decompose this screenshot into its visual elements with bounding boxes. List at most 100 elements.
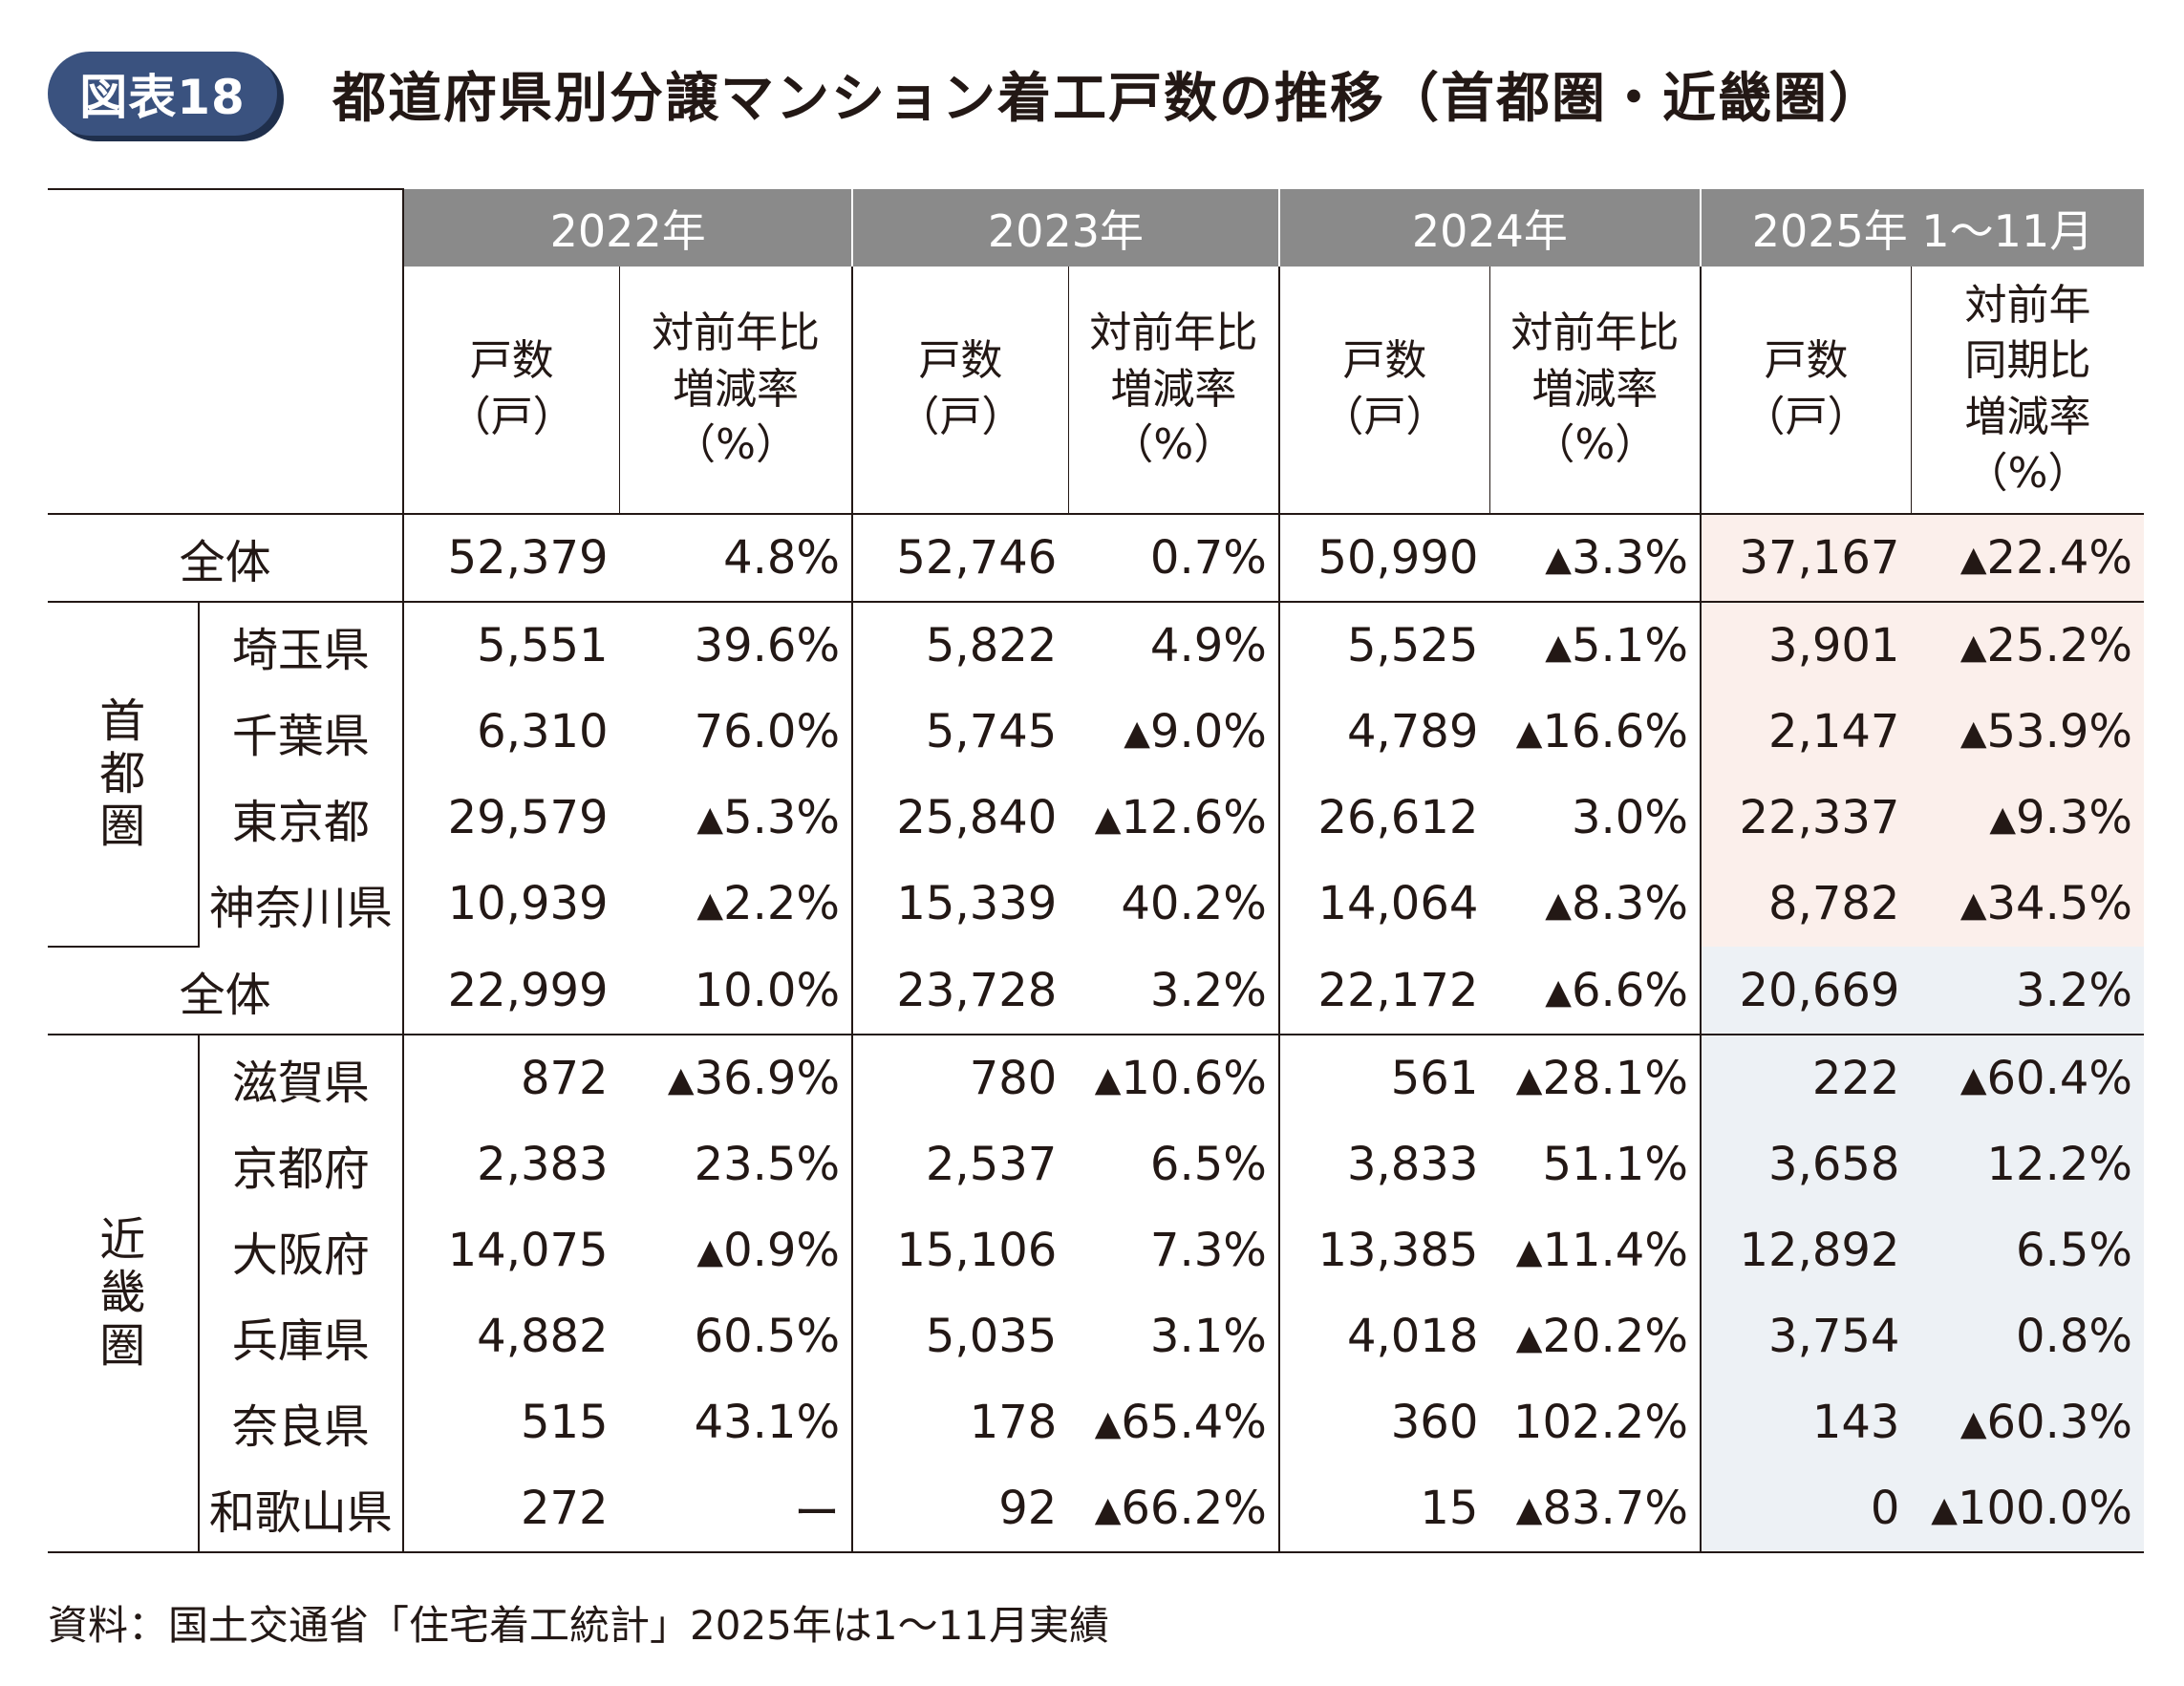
negative-triangle-icon: ▲ bbox=[696, 886, 724, 925]
count-header: 戸数 （戸） bbox=[402, 267, 620, 515]
unit-count: 22,337 bbox=[1699, 775, 1912, 861]
rate-value: 4.9% bbox=[1149, 619, 1267, 672]
negative-triangle-icon: ▲ bbox=[1515, 1060, 1543, 1099]
change-rate: ▲5.3% bbox=[620, 775, 852, 861]
rate-value: 3.0% bbox=[1571, 791, 1688, 844]
unit-count: 4,789 bbox=[1277, 689, 1490, 775]
rate-value: 5.1% bbox=[1571, 619, 1688, 672]
year-header: 2024年 bbox=[1277, 189, 1701, 267]
rate-value: 60.3% bbox=[1986, 1396, 2132, 1449]
rate-value: 20.2% bbox=[1542, 1310, 1688, 1363]
negative-triangle-icon: ▲ bbox=[1959, 540, 1987, 579]
rate-value: 25.2% bbox=[1986, 619, 2132, 672]
unit-count: 4,882 bbox=[402, 1293, 620, 1379]
change-rate: ▲100.0% bbox=[1911, 1465, 2144, 1553]
rate-value: 3.3% bbox=[1571, 531, 1688, 585]
data-table: 2022年 2023年 2024年 2025年 1～11月 戸数 （戸） 対前年比… bbox=[48, 188, 2144, 1553]
unit-count: 272 bbox=[402, 1465, 620, 1553]
rate-value: 83.7% bbox=[1542, 1482, 1688, 1535]
rate-value: 0.9% bbox=[723, 1224, 841, 1277]
change-rate: 102.2% bbox=[1489, 1379, 1701, 1465]
unit-count: 50,990 bbox=[1277, 514, 1490, 603]
negative-triangle-icon: ▲ bbox=[1094, 1490, 1122, 1529]
change-rate: 6.5% bbox=[1911, 1207, 2144, 1293]
change-rate: 76.0% bbox=[620, 689, 852, 775]
change-rate: ▲11.4% bbox=[1489, 1207, 1701, 1293]
year-header: 2023年 bbox=[851, 189, 1279, 267]
sub-header-row: 戸数 （戸） 対前年比 増減率 （%） 戸数 （戸） 対前年比 増減率 （%） 戸数 （戸） … bbox=[48, 267, 2144, 515]
prefecture-name: 大阪府 bbox=[197, 1207, 404, 1293]
negative-triangle-icon: ▲ bbox=[1515, 1318, 1543, 1357]
change-rate: 0.8% bbox=[1911, 1293, 2144, 1379]
rate-value: 8.3% bbox=[1571, 877, 1688, 930]
rate-value: 22.4% bbox=[1986, 531, 2132, 585]
change-rate: 3.1% bbox=[1068, 1293, 1279, 1379]
change-rate: 6.5% bbox=[1068, 1121, 1279, 1207]
prefecture-name: 東京都 bbox=[197, 775, 404, 861]
prefecture-name: 京都府 bbox=[197, 1121, 404, 1207]
negative-triangle-icon: ▲ bbox=[1515, 714, 1543, 753]
change-rate: ▲65.4% bbox=[1068, 1379, 1279, 1465]
table-row: 兵庫県 4,882 60.5% 5,035 3.1% 4,018 ▲20.2% 3,754 0.… bbox=[48, 1293, 2144, 1379]
count-header: 戸数 （戸） bbox=[1699, 267, 1912, 515]
rate-value: 7.3% bbox=[1149, 1224, 1267, 1277]
unit-count: 13,385 bbox=[1277, 1207, 1490, 1293]
negative-triangle-icon: ▲ bbox=[1545, 540, 1572, 579]
header-corner-blank bbox=[48, 267, 404, 515]
rate-value: 6.5% bbox=[1149, 1138, 1267, 1191]
negative-triangle-icon: ▲ bbox=[1931, 1490, 1958, 1529]
negative-triangle-icon: ▲ bbox=[1515, 1490, 1543, 1529]
negative-triangle-icon: ▲ bbox=[1545, 628, 1572, 667]
negative-triangle-icon: ▲ bbox=[1959, 714, 1987, 753]
rate-value: 9.0% bbox=[1149, 705, 1267, 758]
count-header: 戸数 （戸） bbox=[851, 267, 1069, 515]
unit-count: 20,669 bbox=[1699, 947, 1912, 1035]
table-row: 首都圏埼玉県 5,551 39.6% 5,822 4.9% 5,525 ▲5.1% 3,901… bbox=[48, 602, 2144, 948]
negative-triangle-icon: ▲ bbox=[1515, 1232, 1543, 1271]
year-header-row: 2022年 2023年 2024年 2025年 1～11月 bbox=[48, 188, 2144, 267]
unit-count: 37,167 bbox=[1699, 514, 1912, 603]
figure-title: 都道府県別分譲マンション着工戸数の推移（首都圏・近畿圏） bbox=[332, 67, 1884, 130]
change-rate: 3.2% bbox=[1911, 947, 2144, 1035]
rate-value: 3.1% bbox=[1149, 1310, 1267, 1363]
negative-triangle-icon: ▲ bbox=[1959, 1060, 1987, 1099]
rate-value: 9.3% bbox=[2016, 791, 2132, 844]
change-rate: ▲34.5% bbox=[1911, 861, 2144, 947]
change-rate: 4.8% bbox=[619, 514, 853, 603]
change-rate: ▲3.3% bbox=[1489, 514, 1701, 603]
change-rate: ▲0.9% bbox=[620, 1207, 852, 1293]
change-rate: ▲83.7% bbox=[1489, 1465, 1701, 1553]
change-rate: ▲20.2% bbox=[1489, 1293, 1701, 1379]
change-rate: 7.3% bbox=[1068, 1207, 1279, 1293]
prefecture-name: 和歌山県 bbox=[197, 1465, 404, 1553]
negative-triangle-icon: ▲ bbox=[667, 1060, 695, 1099]
source-note: 資料：国土交通省「住宅着工統計」2025年は1～11月実績 bbox=[48, 1602, 1110, 1649]
change-rate: ▲22.4% bbox=[1911, 514, 2144, 603]
figure-header: 図表18 都道府県別分譲マンション着工戸数の推移（首都圏・近畿圏） bbox=[48, 50, 1884, 138]
rate-value: 6.6% bbox=[1571, 963, 1688, 1017]
rate-value: 16.6% bbox=[1542, 705, 1688, 758]
rate-value: 60.5% bbox=[694, 1310, 841, 1363]
year-header: 2025年 1～11月 bbox=[1699, 189, 2144, 267]
table-row: 全体 22,999 10.0% 23,728 3.2% 22,172 ▲6.6% 20,669… bbox=[48, 947, 2144, 1035]
unit-count: 2,147 bbox=[1699, 689, 1912, 775]
unit-count: 14,064 bbox=[1277, 861, 1490, 947]
total-label: 全体 bbox=[48, 514, 404, 603]
negative-triangle-icon: ▲ bbox=[696, 1232, 724, 1271]
table-row: 近畿圏滋賀県 872 ▲36.9% 780 ▲10.6% 561 ▲28.1% 222 ▲60.… bbox=[48, 1035, 2144, 1553]
unit-count: 0 bbox=[1699, 1465, 1912, 1553]
table-row: 大阪府 14,075 ▲0.9% 15,106 7.3% 13,385 ▲11.4% 12,8… bbox=[48, 1207, 2144, 1293]
unit-count: 3,901 bbox=[1699, 602, 1912, 689]
unit-count: 8,782 bbox=[1699, 861, 1912, 947]
rate-header: 対前年比 増減率 （%） bbox=[619, 267, 853, 515]
change-rate: ▲28.1% bbox=[1489, 1035, 1701, 1121]
rate-value: 100.0% bbox=[1957, 1482, 2132, 1535]
negative-triangle-icon: ▲ bbox=[1094, 1060, 1122, 1099]
change-rate: ー bbox=[619, 1465, 853, 1553]
unit-count: 22,999 bbox=[402, 947, 620, 1035]
change-rate: 10.0% bbox=[619, 947, 853, 1035]
unit-count: 52,379 bbox=[402, 514, 620, 603]
change-rate: 3.0% bbox=[1489, 775, 1701, 861]
rate-header: 対前年比 増減率 （%） bbox=[1067, 267, 1279, 515]
total-label: 全体 bbox=[48, 947, 404, 1035]
